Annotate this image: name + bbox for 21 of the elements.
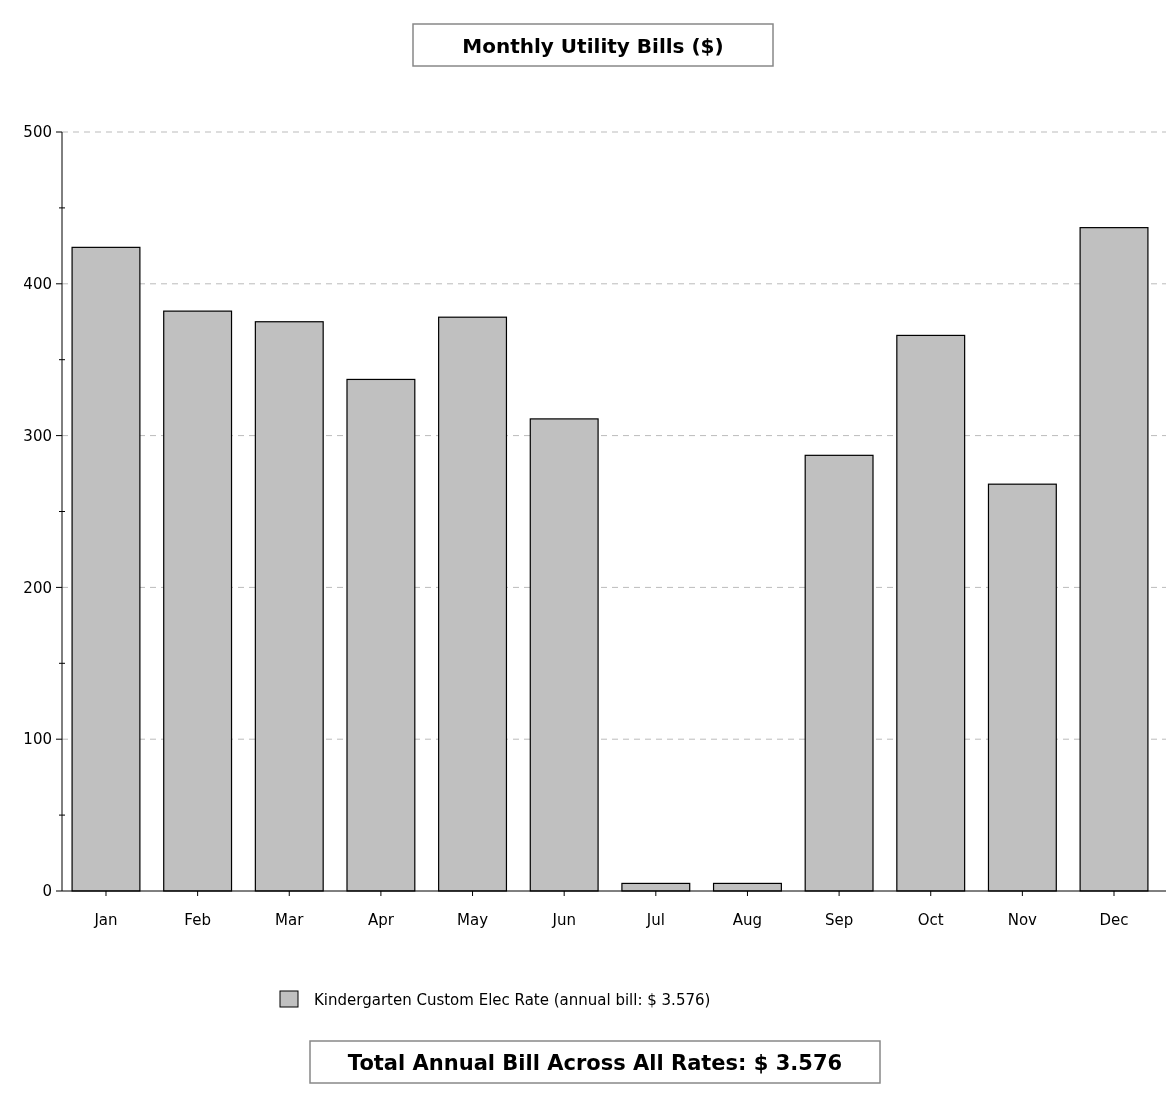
y-tick-label: 0 xyxy=(42,882,52,901)
x-tick-label: Feb xyxy=(184,911,211,929)
x-tick-label: Oct xyxy=(917,911,944,929)
x-tick-label: Jun xyxy=(551,911,576,929)
y-tick-label: 100 xyxy=(23,730,52,749)
x-tick-label: Apr xyxy=(367,911,395,929)
x-tick-label: Jan xyxy=(93,911,118,929)
chart-title: Monthly Utility Bills ($) xyxy=(462,34,724,58)
x-tick-label: Aug xyxy=(732,911,763,929)
y-tick-label: 300 xyxy=(23,426,52,445)
y-tick-label: 200 xyxy=(23,578,52,597)
x-tick-label: Nov xyxy=(1007,911,1038,929)
text: Total Annual Bill Across All Rates: $ 3.576 xyxy=(347,1051,843,1075)
y-tick-label: 500 xyxy=(23,123,52,142)
legend-label: Kindergarten Custom Elec Rate (annual bill: $ 3.576) xyxy=(314,991,711,1009)
x-tick-label: Jul xyxy=(645,911,665,929)
x-tick-label: Dec xyxy=(1099,911,1129,929)
x-tick-label: Mar xyxy=(275,911,305,929)
y-tick-label: 400 xyxy=(23,275,52,294)
x-tick-label: Sep xyxy=(824,911,854,929)
x-tick-label: May xyxy=(457,911,489,929)
